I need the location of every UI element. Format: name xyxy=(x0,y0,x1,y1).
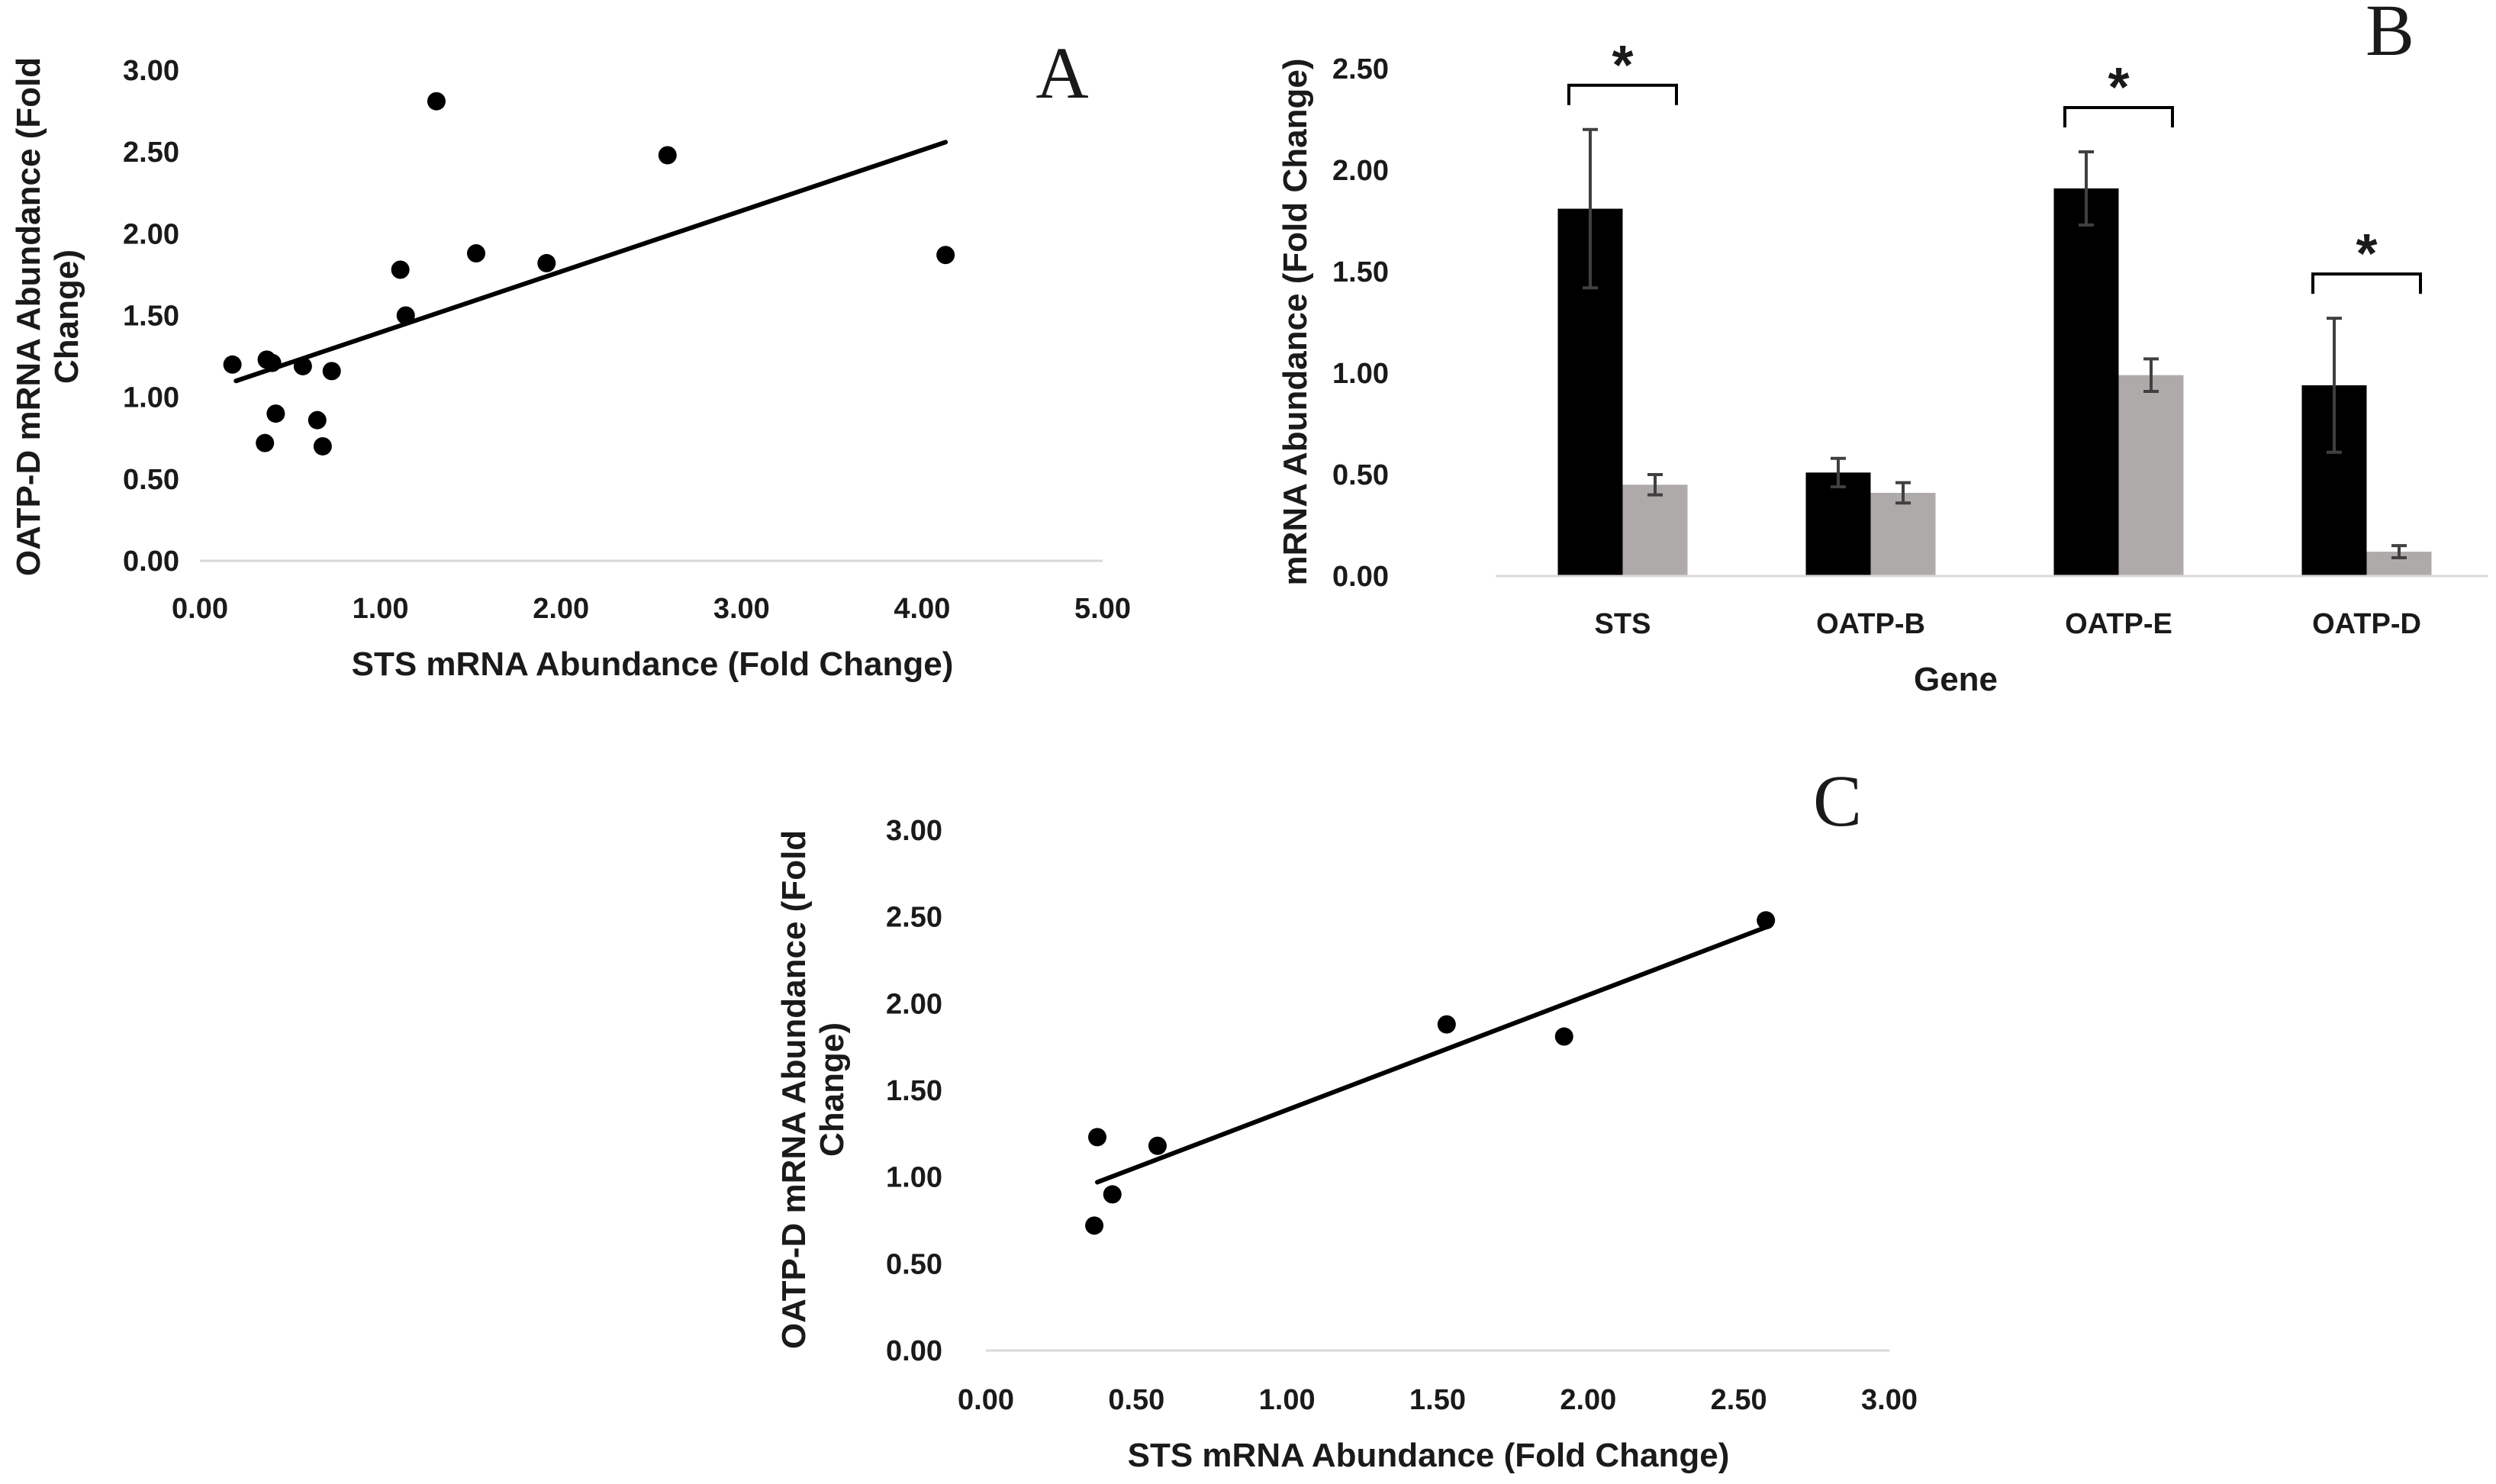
x-tick-label: 3.00 xyxy=(713,593,770,625)
y-axis-label-line: Change) xyxy=(48,249,85,384)
category-label: OATP-E xyxy=(2065,608,2172,640)
bar-light xyxy=(2118,375,2184,576)
y-tick-label: 2.50 xyxy=(123,137,179,169)
data-point xyxy=(322,362,341,381)
x-tick-label: 2.50 xyxy=(1711,1384,1767,1416)
chart-A: 0.00 0.50 1.00 1.50 2.00 2.50 3.00 0.00 1.00 2.00… xyxy=(10,32,1131,683)
chart-B: 0.00 0.50 1.00 1.50 2.00 2.50 * STS OATP-B * OATP-… xyxy=(1277,0,2488,698)
data-point xyxy=(223,355,242,374)
y-axis-label: OATP-D mRNA Abundance (FoldChange) xyxy=(775,830,851,1349)
x-axis-label: STS mRNA Abundance (Fold Change) xyxy=(1128,1437,1730,1474)
x-tick-label: 5.00 xyxy=(1074,593,1131,625)
trendline xyxy=(1095,925,1769,1185)
panel-label: C xyxy=(1813,760,1862,842)
y-tick-label: 0.50 xyxy=(886,1248,942,1280)
data-point xyxy=(313,436,332,456)
significance-star: * xyxy=(1612,35,1633,96)
significance-star: * xyxy=(2356,224,2377,285)
y-axis-label-line: OATP-D mRNA Abundance (Fold xyxy=(10,57,47,576)
bar-light xyxy=(1622,484,1688,576)
significance-star: * xyxy=(2108,57,2129,118)
significance-bracket xyxy=(1567,83,1678,105)
y-tick-label: 1.00 xyxy=(1332,358,1389,390)
bar-dark xyxy=(2053,188,2119,576)
data-point xyxy=(1148,1136,1167,1155)
x-tick-label: 4.00 xyxy=(894,593,950,625)
y-tick-label: 0.50 xyxy=(123,464,179,496)
y-tick-label: 1.50 xyxy=(1332,256,1389,288)
bar-dark xyxy=(1805,472,1871,576)
y-tick-label: 1.00 xyxy=(123,382,179,414)
y-axis-label-line: Change) xyxy=(813,1022,851,1157)
x-tick-label: 0.50 xyxy=(1108,1384,1164,1416)
x-tick-label: 2.00 xyxy=(1560,1384,1616,1416)
y-tick-label: 0.00 xyxy=(1332,561,1389,593)
data-point xyxy=(1085,1216,1104,1235)
x-tick-label: 1.00 xyxy=(353,593,409,625)
y-axis-label: OATP-D mRNA Abundance (FoldChange) xyxy=(10,57,85,576)
data-point xyxy=(266,404,285,423)
significance-bracket xyxy=(2311,272,2422,295)
data-point xyxy=(262,353,282,372)
bar-light xyxy=(1870,492,1936,576)
category-label: OATP-D xyxy=(2312,608,2421,640)
x-tick-label: 1.50 xyxy=(1409,1384,1466,1416)
y-tick-label: 2.00 xyxy=(1332,155,1389,187)
data-point xyxy=(256,433,275,452)
data-point xyxy=(308,410,327,430)
data-point xyxy=(1103,1185,1122,1204)
x-tick-label: 1.00 xyxy=(1259,1384,1316,1416)
category-label: OATP-B xyxy=(1816,608,1925,640)
data-point xyxy=(1437,1015,1456,1034)
data-point xyxy=(293,356,312,375)
y-tick-label: 0.00 xyxy=(886,1335,942,1367)
x-tick-label: 0.00 xyxy=(958,1384,1014,1416)
data-point xyxy=(396,306,415,325)
panel-label: A xyxy=(1035,32,1088,114)
y-tick-label: 2.50 xyxy=(886,902,942,934)
data-point xyxy=(427,92,446,111)
data-point xyxy=(658,146,677,165)
data-point xyxy=(466,244,485,263)
y-tick-label: 0.50 xyxy=(1332,459,1389,491)
data-point xyxy=(1088,1128,1107,1147)
y-axis-label: mRNA Abundance (Fold Change) xyxy=(1277,59,1314,586)
x-tick-label: 2.00 xyxy=(533,593,589,625)
trendline xyxy=(233,140,948,384)
y-tick-label: 0.00 xyxy=(123,546,179,578)
data-point xyxy=(391,260,410,279)
y-tick-label: 1.50 xyxy=(123,301,179,333)
y-tick-label: 3.00 xyxy=(123,55,179,87)
data-point xyxy=(936,246,955,265)
y-tick-label: 2.00 xyxy=(123,218,179,250)
y-tick-label: 2.00 xyxy=(886,988,942,1020)
data-point xyxy=(537,253,556,272)
chart-C: 0.00 0.50 1.00 1.50 2.00 2.50 3.00 0.00 0.50 1.00… xyxy=(775,760,1918,1474)
significance-bracket xyxy=(2063,106,2174,128)
y-tick-label: 1.00 xyxy=(886,1162,942,1194)
data-point xyxy=(1554,1027,1573,1046)
x-tick-label: 0.00 xyxy=(172,593,228,625)
y-tick-label: 3.00 xyxy=(886,815,942,847)
y-tick-label: 2.50 xyxy=(1332,53,1389,85)
y-axis-label-line: OATP-D mRNA Abundance (Fold xyxy=(775,830,813,1349)
data-point xyxy=(1757,911,1776,930)
panel-label: B xyxy=(2366,0,2414,71)
y-tick-label: 1.50 xyxy=(886,1075,942,1107)
x-axis-label: STS mRNA Abundance (Fold Change) xyxy=(352,645,954,683)
x-axis-label: Gene xyxy=(1914,661,1998,698)
x-tick-label: 3.00 xyxy=(1861,1384,1918,1416)
category-label: STS xyxy=(1595,608,1651,640)
